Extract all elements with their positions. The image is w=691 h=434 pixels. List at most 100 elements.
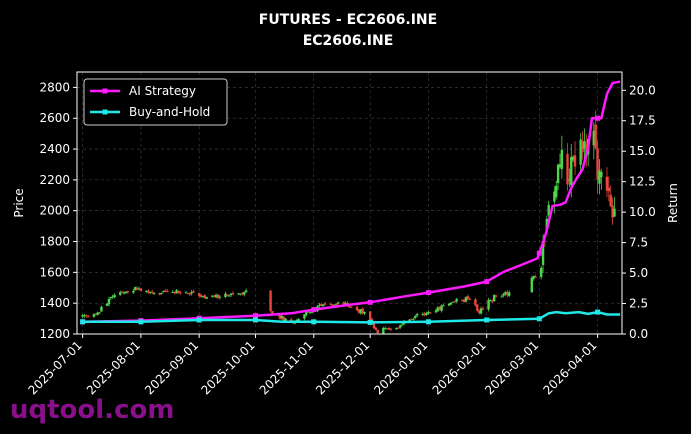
candle-up <box>218 296 222 298</box>
candle-down <box>476 304 479 311</box>
candle-down <box>494 295 498 297</box>
candle-up <box>500 296 503 298</box>
candle-up <box>570 157 573 186</box>
candle-up <box>434 310 438 313</box>
candle-up <box>237 293 240 295</box>
legend-label-ai-strategy: AI Strategy <box>129 84 196 98</box>
candle-down <box>429 312 432 314</box>
candle-up <box>105 303 109 306</box>
candle-down <box>368 311 372 320</box>
candle-down <box>348 304 351 308</box>
candle-up <box>333 304 336 306</box>
candle-up <box>321 304 325 307</box>
candle-up <box>592 130 596 146</box>
right-tick-label: 0.0 <box>629 327 648 341</box>
line-ai-strategy <box>82 80 621 324</box>
candle-up <box>598 170 601 184</box>
candle-up <box>583 140 586 149</box>
candle-up <box>415 313 419 316</box>
candle-down <box>282 316 285 321</box>
candle-up <box>224 293 227 298</box>
right-tick-label: 17.5 <box>629 114 656 128</box>
left-tick-label: 2200 <box>39 173 70 187</box>
candle-up <box>244 290 248 293</box>
candle-down <box>269 290 272 311</box>
marker-ai-strategy <box>253 313 259 319</box>
legend: AI Strategy Buy-and-Hold <box>83 78 228 126</box>
candle-up <box>83 315 86 317</box>
marker-buy-and-hold <box>484 317 490 323</box>
candle-up <box>502 293 505 296</box>
candle-up <box>408 319 411 322</box>
candle-down <box>87 316 90 318</box>
marker-ai-strategy <box>425 290 431 296</box>
marker-buy-and-hold <box>253 317 259 323</box>
candle-down <box>150 291 154 293</box>
candle-up <box>363 312 366 314</box>
candle-down <box>179 292 182 294</box>
candle-up <box>451 301 455 303</box>
candle-up <box>427 311 430 314</box>
candle-up <box>359 309 362 314</box>
candle-down <box>158 293 161 295</box>
marker-buy-and-hold <box>425 319 431 325</box>
right-tick-label: 12.5 <box>629 175 656 189</box>
candle-up <box>162 290 165 293</box>
marker-buy-and-hold <box>367 319 373 325</box>
right-axis-label: Return <box>666 183 680 223</box>
candle-up <box>539 267 543 278</box>
candle-down <box>389 328 393 330</box>
candle-up <box>228 295 231 297</box>
candle-down <box>355 306 359 311</box>
candle-up <box>449 302 453 305</box>
candle-up <box>318 304 321 306</box>
candle-down <box>605 176 609 191</box>
candle-down <box>231 293 235 295</box>
left-tick-label: 1800 <box>39 235 70 249</box>
left-tick-label: 2800 <box>39 80 70 94</box>
legend-label-buy-and-hold: Buy-and-Hold <box>129 105 210 119</box>
candle-up <box>214 294 218 298</box>
candle-down <box>177 290 180 293</box>
candle-down <box>173 291 176 294</box>
candle-down <box>466 296 470 299</box>
candle-up <box>100 306 103 312</box>
marker-buy-and-hold <box>595 309 601 315</box>
candle-up <box>303 314 306 319</box>
candle-up <box>337 302 340 304</box>
candle-up <box>412 318 415 320</box>
candle-down <box>596 148 599 180</box>
candle-down <box>474 299 477 306</box>
candle-up <box>558 164 562 168</box>
marker-buy-and-hold <box>196 317 202 323</box>
candle-down <box>329 304 332 306</box>
candle-up <box>547 204 550 216</box>
candle-up <box>560 149 564 169</box>
right-tick-label: 5.0 <box>629 266 648 280</box>
marker-ai-strategy <box>484 279 490 285</box>
candle-up <box>493 294 496 301</box>
candle-up <box>310 312 314 314</box>
candle-down <box>607 187 611 192</box>
candle-up <box>113 294 116 298</box>
candle-down <box>566 153 569 185</box>
candle-down <box>226 294 229 297</box>
candle-down <box>594 124 597 149</box>
candle-up <box>229 293 233 296</box>
candle-up <box>280 315 284 319</box>
candle-down <box>199 295 203 297</box>
candle-up <box>541 241 545 265</box>
candle-up <box>425 313 428 315</box>
candle-down <box>306 311 310 313</box>
candle-up <box>384 328 387 330</box>
candle-down <box>188 293 191 295</box>
candle-down <box>387 327 391 330</box>
candle-up <box>96 312 99 316</box>
candle-down <box>147 290 150 293</box>
candle-up <box>111 296 114 298</box>
left-tick-label: 1200 <box>39 327 70 341</box>
candle-down <box>481 308 485 310</box>
candle-up <box>308 312 312 314</box>
candle-up <box>149 291 152 293</box>
candle-down <box>192 291 195 293</box>
